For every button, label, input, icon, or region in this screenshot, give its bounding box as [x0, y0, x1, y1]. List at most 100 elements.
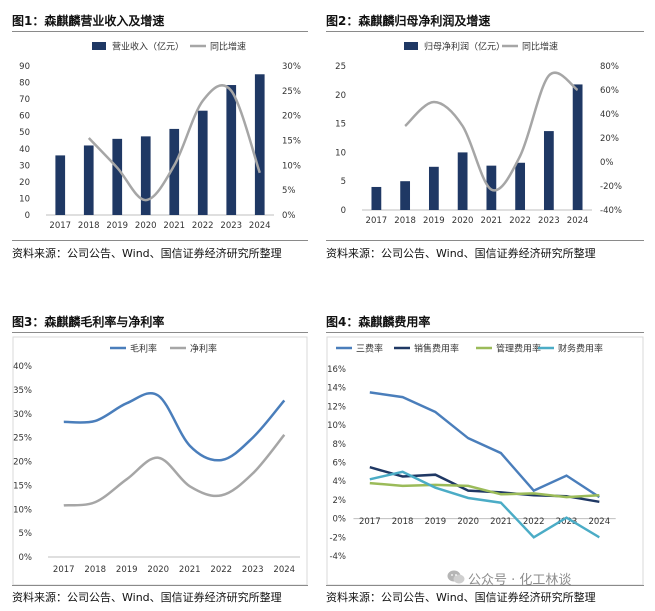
y-tick-label: 10% — [327, 421, 346, 431]
y-right-tick-label: 0% — [282, 211, 296, 221]
revenue-chart: 0 10 20 30 40 50 60 70 80 90 0% 5% 10% 15% 20% 25% 30% 20… — [19, 41, 301, 232]
x-tick-label: 2018 — [392, 517, 414, 527]
y-tick-label: 10% — [13, 505, 32, 515]
series-line-0 — [369, 391, 600, 499]
y-tick-label: 20% — [13, 458, 32, 468]
x-tick-label: 2019 — [423, 216, 445, 226]
x-tick-label: 2024 — [273, 565, 295, 575]
legend-label-1: 净利率 — [190, 343, 217, 355]
y-left-tick-label: 40 — [19, 145, 30, 155]
y-left-tick-label: 50 — [19, 128, 30, 138]
series-line-0 — [63, 391, 286, 462]
growth-line — [87, 84, 261, 202]
x-tick-label: 2022 — [523, 517, 545, 527]
y-right-tick-label: 10% — [282, 161, 301, 171]
panel-expense-ratios: 图4：森麒麟费用率 -4% -2% 0% 2% 4% 6% 8% 10% 12% 14% 16% 20… — [326, 313, 644, 604]
x-tick-label: 2019 — [106, 221, 128, 231]
y-tick-label: 0% — [333, 515, 347, 525]
panel-title: 图2：森麒麟归母净利润及增速 — [326, 14, 491, 28]
x-tick-label: 2024 — [588, 517, 610, 527]
legend-label-1: 同比增速 — [210, 41, 246, 53]
x-tick-label: 2021 — [490, 517, 512, 527]
x-tick-label: 2021 — [481, 216, 503, 226]
source-note: 资料来源：公司公告、Wind、国信证券经济研究所整理 — [326, 247, 596, 260]
source-note: 资料来源：公司公告、Wind、国信证券经济研究所整理 — [326, 591, 596, 604]
x-tick-label: 2019 — [425, 517, 447, 527]
legend-label-3: 财务费用率 — [558, 343, 603, 355]
y-right-tick-label: 5% — [282, 186, 296, 196]
wechat-icon — [447, 570, 465, 584]
legend-label-1: 同比增速 — [522, 41, 558, 53]
x-tick-label: 2020 — [135, 221, 157, 231]
x-tick-label: 2017 — [366, 216, 388, 226]
x-tick-label: 2020 — [147, 565, 169, 575]
x-tick-label: 2024 — [249, 221, 271, 231]
x-tick-label: 2023 — [538, 216, 560, 226]
x-tick-label: 2021 — [179, 565, 201, 575]
source-rule — [326, 240, 644, 241]
y-tick-label: 25% — [13, 434, 32, 444]
y-tick-label: 35% — [13, 386, 32, 396]
watermark: 公众号 · 化工林谈 — [468, 573, 572, 588]
plot-frame — [326, 336, 644, 586]
source-rule — [12, 585, 308, 586]
panel-margins: 图3：森麒麟毛利率与净利率 0% 5% 10% 15% 20% 25% 30% 35% 40% 2… — [12, 313, 308, 604]
y-right-tick-label: -40% — [600, 206, 622, 216]
y-left-tick-label: 60 — [19, 112, 30, 122]
y-tick-label: 2% — [333, 496, 347, 506]
x-tick-label: 2022 — [192, 221, 214, 231]
y-right-tick-label: 15% — [282, 137, 301, 147]
margins-chart: 0% 5% 10% 15% 20% 25% 30% 35% 40% 2017 2018 2019 202… — [12, 336, 308, 586]
bar-2019 — [112, 138, 123, 215]
y-left-tick-label: 5 — [341, 177, 346, 187]
y-tick-label: 16% — [327, 365, 346, 375]
x-tick-label: 2020 — [452, 216, 474, 226]
x-tick-label: 2017 — [359, 517, 381, 527]
x-tick-label: 2021 — [163, 221, 185, 231]
bar-2022 — [515, 162, 526, 210]
y-left-tick-label: 15 — [335, 120, 346, 130]
x-tick-label: 2022 — [210, 565, 232, 575]
x-tick-label: 2018 — [84, 565, 106, 575]
x-tick-label: 2022 — [509, 216, 531, 226]
legend-label-0: 归母净利润（亿元） — [424, 41, 505, 53]
y-tick-label: 0% — [19, 553, 33, 563]
y-tick-label: 8% — [333, 440, 347, 450]
bar-2021 — [169, 128, 180, 215]
legend-swatch-0 — [404, 42, 418, 50]
legend-swatch-0 — [92, 42, 106, 50]
bar-2020 — [457, 152, 468, 210]
y-tick-label: -4% — [329, 552, 346, 562]
title-rule — [12, 31, 308, 32]
bar-2020 — [140, 136, 151, 215]
x-tick-label: 2019 — [116, 565, 138, 575]
x-tick-label: 2023 — [556, 517, 578, 527]
panel-title: 图3：森麒麟毛利率与净利率 — [12, 315, 165, 329]
bar-2019 — [428, 166, 439, 210]
title-rule — [12, 332, 308, 333]
series-line-1 — [63, 434, 286, 507]
bar-2024 — [572, 84, 583, 210]
y-tick-label: -2% — [329, 533, 346, 543]
y-left-tick-label: 0 — [341, 206, 346, 216]
x-tick-label: 2018 — [394, 216, 416, 226]
panel-revenue: 图1：森麒麟营业收入及增速 0 10 20 30 40 50 60 70 80 90 0% 5% 10%… — [12, 12, 308, 264]
source-rule — [12, 240, 308, 241]
expense-ratios-chart: -4% -2% 0% 2% 4% 6% 8% 10% 12% 14% 16% 2017 2018 2019… — [326, 336, 644, 586]
y-right-tick-label: 20% — [600, 134, 619, 144]
y-tick-label: 6% — [333, 459, 347, 469]
source-note: 资料来源：公司公告、Wind、国信证券经济研究所整理 — [12, 247, 282, 260]
y-tick-label: 15% — [13, 481, 32, 491]
panel-title: 图4：森麒麟费用率 — [326, 315, 431, 329]
legend-label-0: 三费率 — [356, 343, 383, 355]
panel-net-profit: 图2：森麒麟归母净利润及增速 0 5 10 15 20 25 -40% -20% 0% 20% 40… — [326, 12, 644, 264]
title-rule — [326, 31, 644, 32]
panel-title: 图1：森麒麟营业收入及增速 — [12, 14, 165, 28]
y-right-tick-label: 30% — [282, 62, 301, 72]
y-left-tick-label: 70 — [19, 95, 30, 105]
y-tick-label: 30% — [13, 410, 32, 420]
y-left-tick-label: 30 — [19, 161, 30, 171]
bar-2018 — [400, 181, 411, 210]
x-tick-label: 2023 — [242, 565, 264, 575]
x-tick-label: 2017 — [53, 565, 75, 575]
